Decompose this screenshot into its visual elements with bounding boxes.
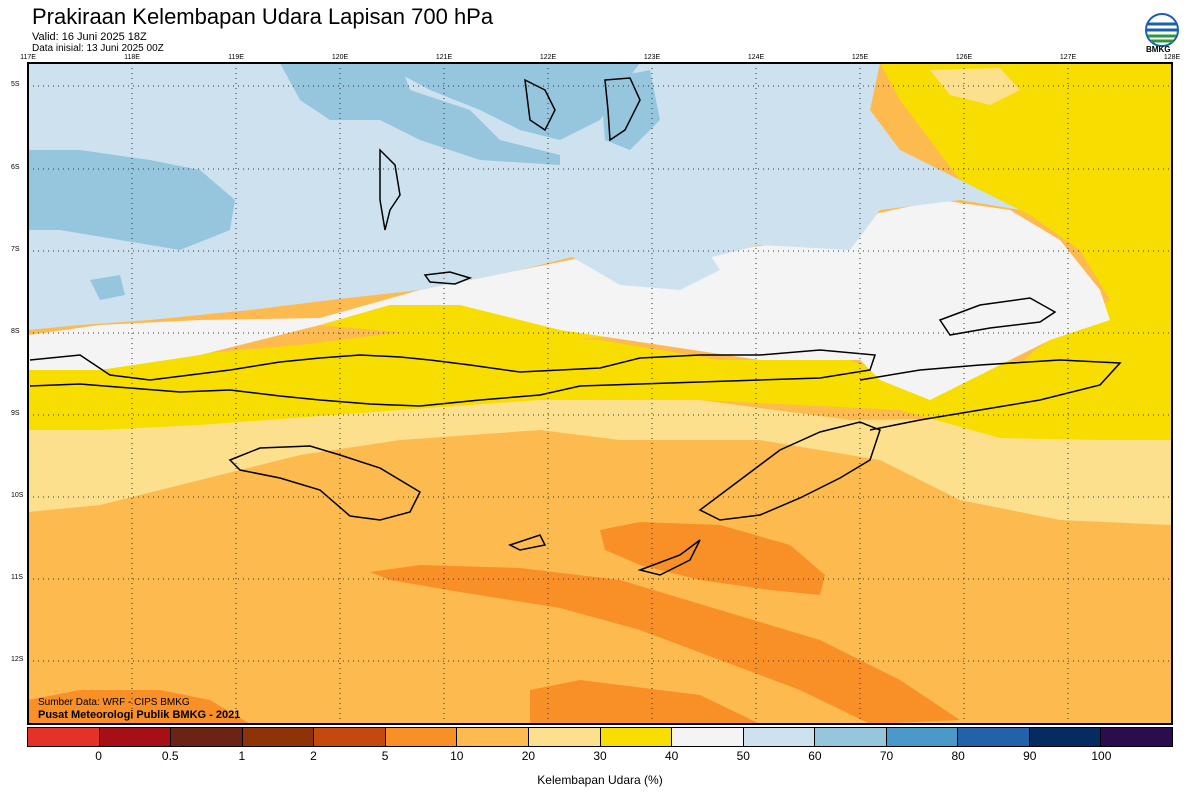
- lat-label: 9S: [11, 410, 20, 417]
- lon-label: 119E: [228, 54, 244, 61]
- colorbar-label: 5: [381, 749, 389, 763]
- colorbar-swatch: [99, 728, 172, 746]
- zone-yellow-east: [880, 63, 1172, 440]
- colorbar-swatch: [528, 728, 601, 746]
- colorbar-label: 50: [736, 749, 750, 763]
- colorbar-swatch: [457, 728, 529, 746]
- colorbar-label: 60: [808, 749, 822, 763]
- colorbar-swatch: [815, 728, 887, 746]
- zone-blue-1: [28, 150, 235, 250]
- colorbar-label: 2: [310, 749, 317, 763]
- colorbar-label: 90: [1023, 749, 1037, 763]
- colorbar-label: 70: [879, 749, 894, 763]
- lon-label: 125E: [851, 54, 869, 61]
- colorbar-label: 10: [450, 749, 464, 763]
- colorbar-label: 40: [664, 749, 679, 763]
- colorbar-label: 0.5: [161, 749, 179, 763]
- logo-label: BMKG: [1146, 45, 1171, 54]
- colorbar-swatch: [242, 728, 315, 746]
- zone-lightblue: [28, 63, 1020, 330]
- colorbar-swatch: [886, 728, 959, 746]
- lat-label: 8S: [11, 328, 20, 335]
- zone-blue-5: [90, 275, 125, 300]
- colorbar-label: 0: [95, 749, 102, 763]
- colorbar-swatch: [1029, 728, 1102, 746]
- source-line: Sumber Data: WRF - CIPS BMKG: [38, 697, 190, 708]
- colorbar-label: 80: [951, 749, 965, 763]
- colorbar-swatch: [672, 728, 744, 746]
- coastlines: [29, 77, 1122, 576]
- page-title: Prakiraan Kelembapan Udara Lapisan 700 h…: [32, 4, 494, 29]
- valid-time: Valid: 16 Juni 2025 18Z: [32, 31, 147, 43]
- lon-label: 126E: [955, 54, 973, 61]
- colorbar-label: 30: [593, 749, 607, 763]
- lat-label: 6S: [11, 164, 20, 171]
- zone-tan-ne: [930, 68, 1020, 105]
- zone-lightblue-2: [560, 230, 720, 290]
- zone-blue-4: [600, 70, 660, 150]
- graticule: [28, 63, 1172, 724]
- lat-label: 5S: [11, 81, 20, 88]
- zone-orange-4: [530, 680, 760, 724]
- lon-label: 121E: [435, 54, 453, 61]
- colorbar-swatch: [743, 728, 816, 746]
- zone-orange-2: [370, 565, 960, 724]
- colorbar-swatch: [1101, 728, 1172, 746]
- lat-label: 7S: [11, 246, 20, 253]
- colorbar-label: 100: [1091, 749, 1112, 763]
- colorbar-swatch: [600, 728, 673, 746]
- lon-label: 127E: [1059, 54, 1077, 61]
- lon-label: 122E: [539, 54, 557, 61]
- colorbar: [27, 727, 1173, 747]
- lat-label: 12S: [11, 656, 24, 663]
- colorbar-swatch: [385, 728, 458, 746]
- zone-orange-1: [600, 522, 825, 595]
- zone-orange-3: [28, 690, 250, 724]
- lon-label: 120E: [331, 54, 349, 61]
- zone-blue-2: [280, 63, 560, 165]
- lat-label: 11S: [11, 574, 23, 581]
- colorbar-label: 20: [521, 749, 536, 763]
- lon-label: 128E: [1163, 54, 1181, 61]
- init-time: Data inisial: 13 Juni 2025 00Z: [32, 43, 164, 54]
- lon-label: 117E: [20, 54, 36, 61]
- lon-label: 124E: [747, 54, 765, 61]
- org-line: Pusat Meteorologi Publik BMKG - 2021: [38, 709, 241, 721]
- zone-white: [28, 200, 1110, 400]
- lon-label: 123E: [643, 54, 661, 61]
- colorbar-swatch: [171, 728, 243, 746]
- zone-yellow-top: [320, 305, 640, 340]
- colorbar-swatch: [314, 728, 386, 746]
- colorbar-title: Kelembapan Udara (%): [537, 773, 663, 787]
- colorbar-swatch: [28, 728, 100, 746]
- bmkg-logo-icon: [1145, 13, 1179, 47]
- colorbar-swatch: [958, 728, 1030, 746]
- colorbar-label: 1: [238, 749, 246, 763]
- lat-label: 10S: [11, 492, 24, 499]
- lon-label: 118E: [124, 54, 140, 61]
- zone-blue-3: [380, 63, 640, 140]
